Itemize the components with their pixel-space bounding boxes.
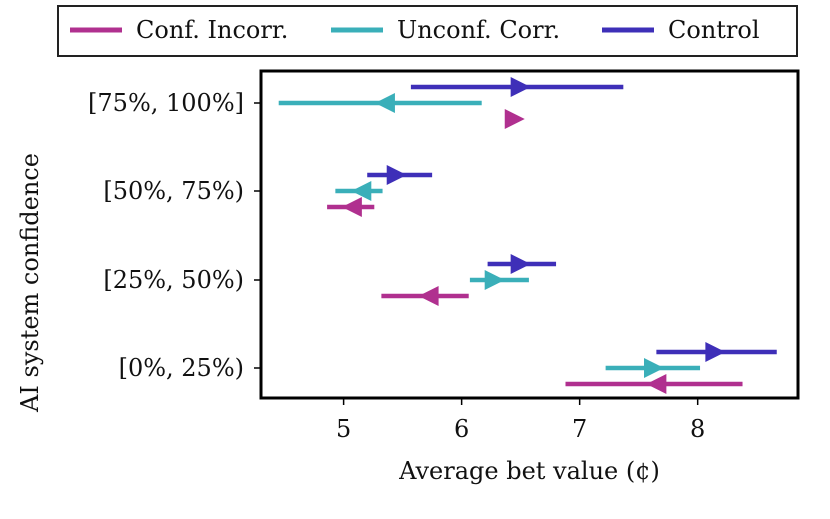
plot-area: [259, 69, 800, 400]
x-tick-label: 8: [690, 415, 705, 443]
marker-conf-incorr: [418, 286, 439, 306]
y-axis: [0%, 25%) [25%, 50%) [50%, 75%) [75%, 100%]: [88, 89, 261, 382]
marker-control: [510, 77, 531, 97]
x-axis: 5 6 7 8: [336, 398, 705, 443]
marker-unconf-corr: [351, 181, 372, 201]
marker-unconf-corr: [484, 270, 505, 290]
y-axis-label: AI system confidence: [16, 153, 44, 413]
y-tick-label: [25%, 50%): [103, 266, 244, 294]
marker-conf-incorr: [646, 374, 667, 394]
marker-unconf-corr: [374, 93, 395, 113]
legend-label-unconf-corr: Unconf. Corr.: [397, 16, 560, 44]
legend: Conf. Incorr. Unconf. Corr. Control: [57, 5, 798, 57]
y-tick-label: [0%, 25%): [119, 354, 244, 382]
x-axis-label: Average bet value (¢): [398, 457, 660, 485]
marker-control: [510, 254, 531, 274]
plot-frame: [259, 69, 800, 400]
marker-conf-incorr: [504, 109, 525, 129]
x-tick-label: 7: [572, 415, 587, 443]
x-tick-label: 5: [336, 415, 351, 443]
x-tick-label: 6: [454, 415, 469, 443]
marker-control: [386, 165, 407, 185]
marker-unconf-corr: [644, 358, 665, 378]
legend-label-control: Control: [668, 16, 760, 44]
legend-label-conf-incorr: Conf. Incorr.: [136, 16, 288, 44]
legend-box: [57, 5, 798, 57]
y-tick-label: [50%, 75%): [103, 177, 244, 205]
y-tick-label: [75%, 100%]: [88, 89, 244, 117]
marker-control: [705, 342, 726, 362]
marker-conf-incorr: [341, 197, 362, 217]
